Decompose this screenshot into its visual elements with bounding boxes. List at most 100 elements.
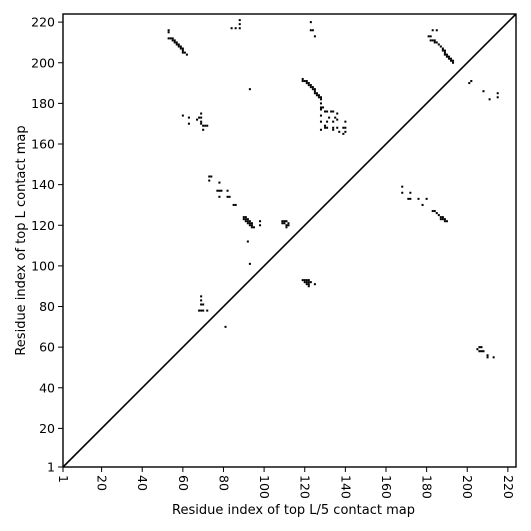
contact-point [437, 43, 440, 46]
contact-point [175, 41, 178, 44]
contact-point [169, 37, 172, 40]
contact-point [179, 47, 182, 50]
contact-point [234, 203, 237, 206]
y-tick-label: 120 [31, 218, 55, 233]
contact-point [315, 94, 318, 97]
contact-point [431, 210, 434, 213]
y-tick-label: 60 [39, 340, 55, 355]
contact-point [401, 185, 404, 188]
contact-point [285, 226, 288, 229]
contact-point [307, 285, 310, 288]
contact-point [244, 220, 247, 223]
contact-point [407, 197, 410, 200]
contact-point [218, 181, 221, 184]
contact-point [435, 29, 438, 32]
contact-point [439, 218, 442, 221]
contact-point [447, 57, 450, 60]
contact-point [447, 55, 450, 58]
contact-point [433, 41, 436, 44]
contact-point [303, 279, 306, 282]
contact-point [181, 47, 184, 50]
contact-point [435, 212, 438, 215]
contact-point [445, 53, 448, 56]
contact-point [449, 59, 453, 62]
contact-point [198, 116, 201, 119]
contact-point [248, 220, 251, 223]
contact-point [248, 88, 251, 91]
contact-point [226, 189, 229, 192]
x-tick-label: 120 [298, 475, 313, 499]
contact-point [303, 80, 306, 83]
contact-point [319, 96, 322, 99]
contact-point [336, 112, 339, 115]
contact-point [326, 120, 329, 123]
contact-point [313, 88, 316, 91]
contact-point [486, 354, 489, 357]
contact-point [187, 116, 190, 119]
contact-point [173, 41, 176, 44]
contact-point [409, 191, 412, 194]
contact-point [301, 279, 304, 282]
contact-point [317, 96, 320, 99]
x-tick-label: 100 [257, 475, 272, 499]
contact-point [238, 27, 241, 30]
contact-point [177, 43, 180, 46]
contact-point [334, 116, 337, 119]
contact-point [200, 303, 203, 306]
contact-point [305, 283, 308, 286]
contact-point [409, 197, 412, 200]
contact-point [311, 29, 314, 32]
x-tick-label: 1 [56, 475, 71, 483]
contact-point [301, 77, 304, 81]
contact-point [482, 350, 485, 353]
contact-point [250, 224, 253, 227]
contact-point [198, 309, 201, 312]
contact-point [220, 189, 223, 192]
contact-point [283, 222, 286, 225]
contact-point [421, 203, 424, 206]
contact-point [246, 218, 249, 221]
contact-point [301, 80, 304, 83]
contact-point [226, 195, 229, 198]
contact-point [319, 102, 322, 105]
contact-point [167, 37, 170, 40]
contact-point [443, 49, 446, 52]
contact-point [238, 23, 241, 26]
contact-point [242, 216, 245, 219]
contact-point [246, 222, 249, 225]
contact-point [242, 218, 245, 221]
contact-point [319, 120, 322, 123]
contact-point [250, 226, 253, 229]
contact-point [208, 175, 211, 178]
contact-point [480, 346, 483, 349]
contact-point [248, 224, 251, 227]
contact-point [228, 195, 231, 198]
contact-point [202, 128, 205, 131]
y-tick-label: 40 [39, 380, 55, 395]
contact-point [441, 49, 444, 52]
contact-point [488, 98, 491, 101]
contact-point [449, 57, 453, 60]
contact-point [200, 309, 203, 312]
contact-point [431, 29, 434, 32]
contact-point [482, 90, 485, 93]
contact-point [185, 53, 188, 56]
contact-point [452, 61, 455, 64]
contact-point [181, 51, 184, 54]
contact-point [326, 110, 329, 113]
x-tick-label: 200 [460, 475, 475, 499]
contact-point [234, 27, 237, 30]
contact-point [259, 224, 262, 227]
contact-point [171, 39, 174, 42]
x-tick-label: 20 [95, 475, 110, 491]
contact-point [224, 325, 227, 328]
y-tick-label: 200 [31, 55, 55, 70]
contact-point [439, 216, 442, 219]
contact-point [437, 214, 440, 217]
contact-point [336, 118, 339, 121]
contact-point [202, 124, 205, 127]
contact-point [309, 29, 312, 32]
contact-point [445, 220, 448, 223]
